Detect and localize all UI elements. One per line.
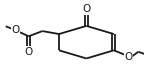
Text: O: O	[82, 4, 91, 14]
Text: O: O	[25, 47, 33, 57]
Text: O: O	[12, 25, 20, 35]
Text: O: O	[125, 52, 133, 62]
